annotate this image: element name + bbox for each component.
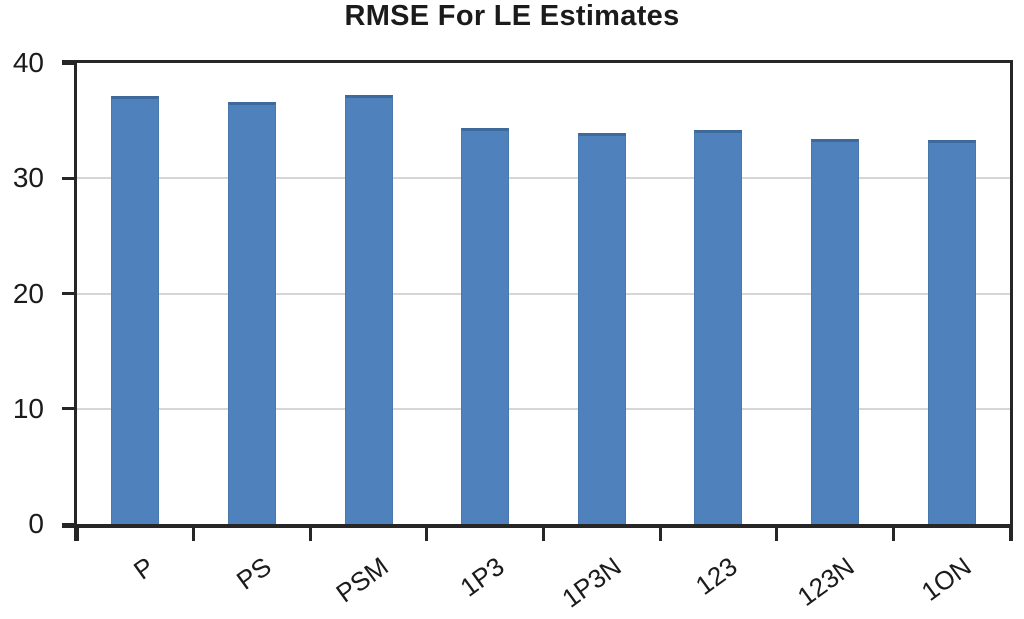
x-axis-line bbox=[62, 524, 1013, 528]
bar-P bbox=[111, 96, 160, 524]
y-tick-mark-20 bbox=[62, 292, 76, 295]
y-tick-mark-0 bbox=[62, 522, 76, 526]
bar-1P3N bbox=[577, 133, 626, 524]
x-tick-label-1ON: 1ON bbox=[915, 551, 977, 607]
x-tick-label-123N: 123N bbox=[791, 551, 860, 612]
plot-area bbox=[77, 63, 1010, 524]
y-tick-label-0: 0 bbox=[28, 508, 44, 539]
x-tick-mark-6 bbox=[775, 524, 779, 541]
plot-right-border bbox=[1010, 60, 1013, 541]
y-tick-mark-30 bbox=[62, 176, 76, 180]
plot-top-border bbox=[62, 60, 1013, 63]
x-tick-label-P: P bbox=[128, 551, 160, 586]
bar-PS bbox=[227, 102, 276, 524]
x-tick-label-PSM: PSM bbox=[329, 551, 394, 609]
chart-title: RMSE For LE Estimates bbox=[344, 0, 680, 32]
y-tick-label-10: 10 bbox=[12, 392, 44, 424]
y-tick-label-30: 30 bbox=[12, 162, 44, 194]
y-axis-line bbox=[74, 60, 77, 541]
x-tick-mark-7 bbox=[891, 524, 895, 541]
x-tick-mark-5 bbox=[658, 524, 662, 541]
x-tick-mark-2 bbox=[308, 524, 312, 541]
y-tick-label-20: 20 bbox=[12, 277, 44, 309]
x-tick-mark-8 bbox=[1008, 524, 1012, 541]
x-tick-label-123: 123 bbox=[690, 551, 744, 601]
x-tick-mark-0 bbox=[75, 524, 79, 541]
gridline-30 bbox=[77, 177, 1010, 180]
x-tick-label-1P3: 1P3 bbox=[454, 551, 510, 603]
bar-PSM bbox=[344, 95, 393, 524]
x-tick-label-PS: PS bbox=[230, 551, 277, 596]
bar-1ON bbox=[927, 140, 976, 524]
gridline-20 bbox=[77, 292, 1010, 295]
y-tick-label-40: 40 bbox=[12, 47, 44, 78]
y-tick-mark-10 bbox=[62, 407, 76, 411]
bar-123 bbox=[694, 129, 743, 524]
x-tick-mark-4 bbox=[542, 524, 545, 541]
x-tick-mark-1 bbox=[192, 524, 196, 541]
bar-123N bbox=[811, 139, 860, 524]
gridline-10 bbox=[77, 407, 1010, 410]
bar-1P3 bbox=[461, 127, 510, 524]
x-tick-mark-3 bbox=[425, 524, 429, 541]
y-tick-mark-40 bbox=[62, 61, 76, 65]
x-tick-label-1P3N: 1P3N bbox=[556, 551, 627, 614]
